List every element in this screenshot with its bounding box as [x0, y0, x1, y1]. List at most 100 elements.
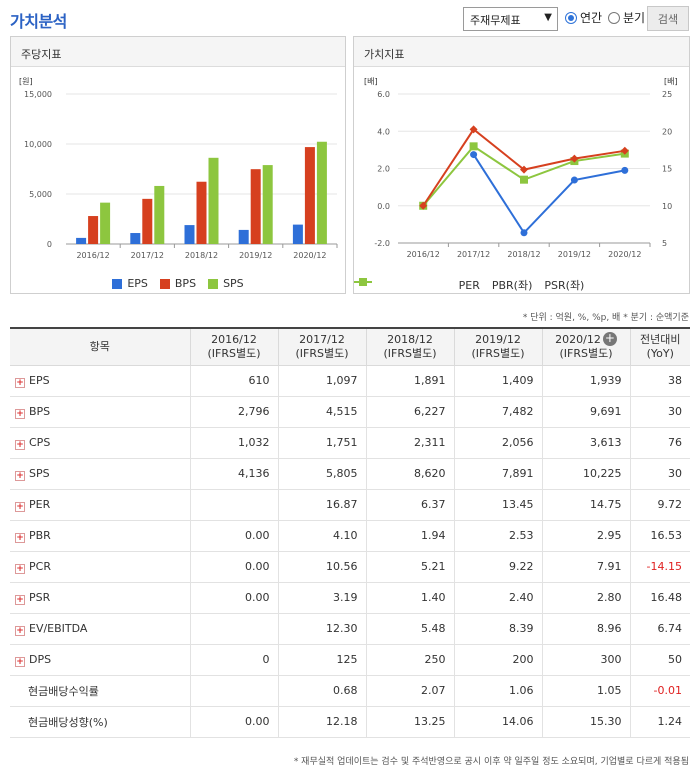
value-cell — [189, 612, 279, 645]
col-header-text: (IFRS별도) — [295, 346, 349, 360]
value-cell: 0.00 — [189, 519, 279, 552]
col-header-text: (IFRS별도) — [559, 347, 613, 361]
value-cell: 12.30 — [277, 612, 367, 645]
row-label: BPS — [29, 404, 51, 418]
value-cell: 6.37 — [365, 488, 455, 521]
value-cell: 0.00 — [189, 581, 279, 614]
col-header-text: 2018/12 — [387, 332, 433, 346]
value-cell: 8,620 — [365, 457, 455, 490]
row-label: PSR — [29, 590, 51, 604]
value-cell: 2.95 — [541, 519, 631, 552]
yoy-cell: 6.74 — [629, 612, 690, 645]
expand-plus-icon[interactable]: + — [15, 625, 25, 636]
point-pbr — [419, 201, 428, 210]
bar-bps — [250, 169, 261, 244]
legend-bps[interactable]: BPS — [159, 277, 196, 290]
bar-sps — [154, 185, 165, 244]
point-pbr — [469, 125, 478, 134]
right-y-tick-label: 10 — [662, 202, 672, 211]
row-label-cell: 현금배당수익률 — [10, 674, 191, 707]
expand-plus-icon[interactable]: + — [15, 470, 25, 481]
valuation-table: 항목 2016/12 (IFRS별도) 2017/12 (IFRS별도) 2018/… — [10, 327, 690, 738]
row-label: SPS — [29, 466, 50, 480]
chevron-down-icon: ▼ — [544, 12, 552, 23]
statement-type-select[interactable]: 주재무제표 ▼ — [463, 7, 558, 31]
row-label-cell[interactable]: + CPS — [10, 426, 191, 459]
value-cell: 610 — [189, 364, 279, 397]
row-label-cell[interactable]: + PCR — [10, 550, 191, 583]
table-row: + EPS 610 1,097 1,891 1,409 1,939 38 — [10, 364, 690, 397]
legend-eps[interactable]: EPS — [112, 277, 148, 290]
row-label-cell[interactable]: + EV/EBITDA — [10, 612, 191, 645]
bar-bps — [304, 147, 315, 244]
right-y-tick-label: 5 — [662, 239, 667, 248]
valuation-panel-title: 가치지표 — [354, 37, 689, 67]
value-cell: 1,891 — [365, 364, 455, 397]
expand-plus-icon[interactable]: + — [15, 408, 25, 419]
legend-pbr[interactable]: PBR(좌) — [354, 277, 532, 293]
bar-bps — [142, 198, 153, 244]
value-cell: 3,613 — [541, 426, 631, 459]
value-cell: 10.56 — [277, 550, 367, 583]
legend-psr-marker — [354, 278, 372, 286]
bar-bps — [88, 216, 99, 244]
annual-radio-label: 연간 — [580, 11, 603, 25]
expand-plus-icon[interactable]: + — [15, 501, 25, 512]
yoy-cell: 16.48 — [629, 581, 690, 614]
col-header-2016: 2016/12 (IFRS별도) — [189, 328, 279, 366]
row-label: PER — [29, 497, 51, 511]
bar-eps — [184, 225, 195, 244]
expand-plus-icon[interactable]: + — [15, 439, 25, 450]
expand-plus-icon[interactable]: + — [15, 532, 25, 543]
valuation-panel: 가치지표 [배] [배] 6.0 25 4.0 20 2.0 15 0.0 10 -2.0 5 2016… — [353, 36, 690, 294]
x-tick-label: 2020/12 — [293, 251, 326, 260]
yoy-cell: 30 — [629, 457, 690, 490]
row-label-cell[interactable]: + BPS — [10, 395, 191, 428]
col-header-text: (IFRS별도) — [383, 346, 437, 360]
value-cell: 7.91 — [541, 550, 631, 583]
legend-per[interactable]: PER — [354, 277, 480, 293]
expand-plus-icon[interactable]: + — [15, 377, 25, 388]
search-button[interactable]: 검색 — [647, 6, 689, 31]
bar-sps — [316, 141, 327, 244]
value-cell: 2,056 — [453, 426, 543, 459]
row-label: 현금배당성향(%) — [28, 715, 108, 729]
value-cell: 1,032 — [189, 426, 279, 459]
add-column-icon[interactable]: + — [602, 331, 617, 347]
legend-psr[interactable]: PSR(좌) — [354, 277, 584, 293]
value-cell: 13.45 — [453, 488, 543, 521]
row-label: EPS — [29, 373, 50, 387]
row-label-cell[interactable]: + PSR — [10, 581, 191, 614]
footnote: * 재무실적 업데이트는 검수 및 주석반영으로 공시 이후 약 일주일 정도 … — [293, 757, 689, 767]
expand-plus-icon[interactable]: + — [15, 656, 25, 667]
row-label: 현금배당수익률 — [28, 684, 99, 698]
bar-sps — [100, 202, 111, 244]
table-row: + PBR 0.00 4.10 1.94 2.53 2.95 16.53 — [10, 519, 690, 552]
per-share-bar-chart: [원] 15,000 10,000 5,000 0 2016/12 2017/12 2018/… — [19, 77, 338, 260]
expand-plus-icon[interactable]: + — [15, 563, 25, 574]
value-cell: 0.00 — [189, 550, 279, 583]
left-y-tick-label: -2.0 — [374, 239, 390, 248]
expand-plus-icon[interactable]: + — [15, 594, 25, 605]
value-cell: 5.21 — [365, 550, 455, 583]
row-label-cell[interactable]: + PBR — [10, 519, 191, 552]
right-axis-unit-label: [배] — [664, 77, 678, 86]
row-label-cell[interactable]: + DPS — [10, 643, 191, 676]
row-label: EV/EBITDA — [29, 621, 88, 635]
quarter-radio[interactable]: 분기 — [608, 9, 645, 26]
row-label-cell[interactable]: + SPS — [10, 457, 191, 490]
row-label-cell[interactable]: + PER — [10, 488, 191, 521]
value-cell: 2,311 — [365, 426, 455, 459]
value-cell: 14.06 — [453, 705, 543, 738]
yoy-cell: 1.24 — [629, 705, 690, 738]
annual-radio[interactable]: 연간 — [565, 9, 602, 26]
per-share-panel: 주당지표 [원] 15,000 10,000 5,000 0 2016/12 2017/12… — [10, 36, 346, 294]
value-cell: 9,691 — [541, 395, 631, 428]
row-label: DPS — [29, 652, 52, 666]
left-axis-unit-label: [배] — [364, 77, 378, 86]
radio-unchecked-icon — [608, 11, 620, 24]
legend-sps[interactable]: SPS — [208, 277, 244, 290]
row-label: CPS — [29, 435, 51, 449]
row-label-cell[interactable]: + EPS — [10, 364, 191, 397]
right-y-tick-label: 25 — [662, 90, 672, 99]
